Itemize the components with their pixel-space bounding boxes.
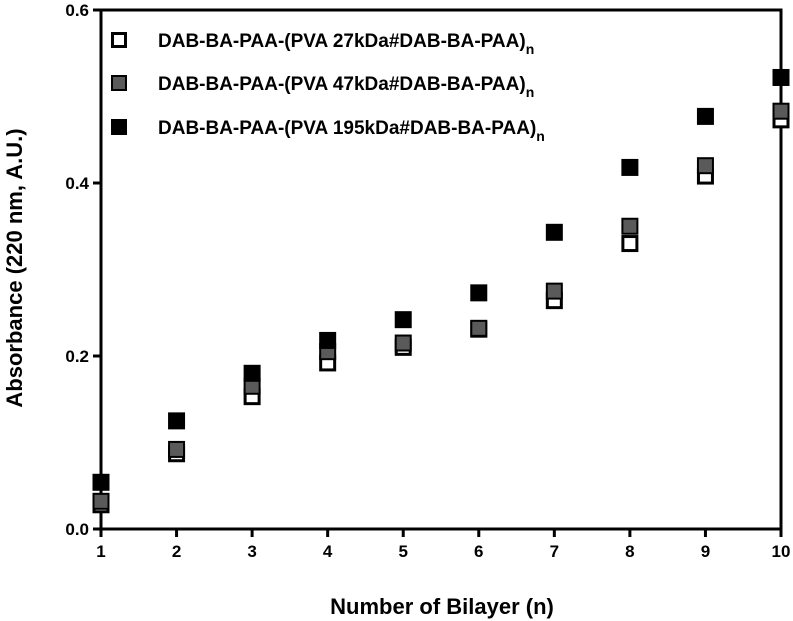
data-point-series-2 xyxy=(470,319,488,337)
x-tick-label: 9 xyxy=(701,542,710,561)
y-tick-label: 0.2 xyxy=(65,347,89,366)
legend-marker-series-3 xyxy=(111,119,127,135)
y-tick-label: 0.4 xyxy=(65,174,89,193)
legend-label-series-3: DAB-BA-PAA-(PVA 195kDa#DAB-BA-PAA)n xyxy=(158,118,545,144)
x-tick-label: 4 xyxy=(323,542,333,561)
x-axis-title: Number of Bilayer (n) xyxy=(330,594,554,619)
data-point-series-2 xyxy=(621,217,639,235)
legend-marker-series-1 xyxy=(111,32,127,48)
data-point-series-2 xyxy=(168,440,186,458)
x-tick-label: 7 xyxy=(550,542,559,561)
y-tick-label: 0.0 xyxy=(65,520,89,539)
data-point-series-3 xyxy=(168,412,186,430)
y-axis-title: Absorbance (220 nm, A.U.) xyxy=(2,128,27,407)
x-tick-label: 1 xyxy=(96,542,105,561)
data-point-series-3 xyxy=(772,68,790,86)
x-tick-label: 10 xyxy=(772,542,791,561)
x-tick-label: 3 xyxy=(247,542,256,561)
data-point-series-3 xyxy=(243,364,261,382)
x-tick-label: 8 xyxy=(625,542,634,561)
data-point-series-2 xyxy=(92,492,110,510)
data-point-series-2 xyxy=(394,334,412,352)
y-tick-label: 0.6 xyxy=(65,1,89,20)
legend-label-series-2: DAB-BA-PAA-(PVA 47kDa#DAB-BA-PAA)n xyxy=(158,74,534,100)
data-point-series-3 xyxy=(696,107,714,125)
data-point-series-2 xyxy=(545,282,563,300)
data-point-series-3 xyxy=(394,311,412,329)
data-point-series-1 xyxy=(621,235,639,253)
data-point-series-3 xyxy=(545,223,563,241)
x-tick-label: 6 xyxy=(474,542,483,561)
data-point-series-3 xyxy=(92,473,110,491)
data-point-series-3 xyxy=(621,158,639,176)
x-tick-label: 2 xyxy=(172,542,181,561)
data-point-series-3 xyxy=(470,284,488,302)
plot-frame xyxy=(99,8,783,531)
legend-marker-series-2 xyxy=(111,75,127,91)
data-point-series-2 xyxy=(696,157,714,175)
legend-label-series-1: DAB-BA-PAA-(PVA 27kDa#DAB-BA-PAA)n xyxy=(158,31,534,57)
x-tick-label: 5 xyxy=(398,542,407,561)
data-point-series-3 xyxy=(319,331,337,349)
data-point-series-2 xyxy=(772,102,790,120)
